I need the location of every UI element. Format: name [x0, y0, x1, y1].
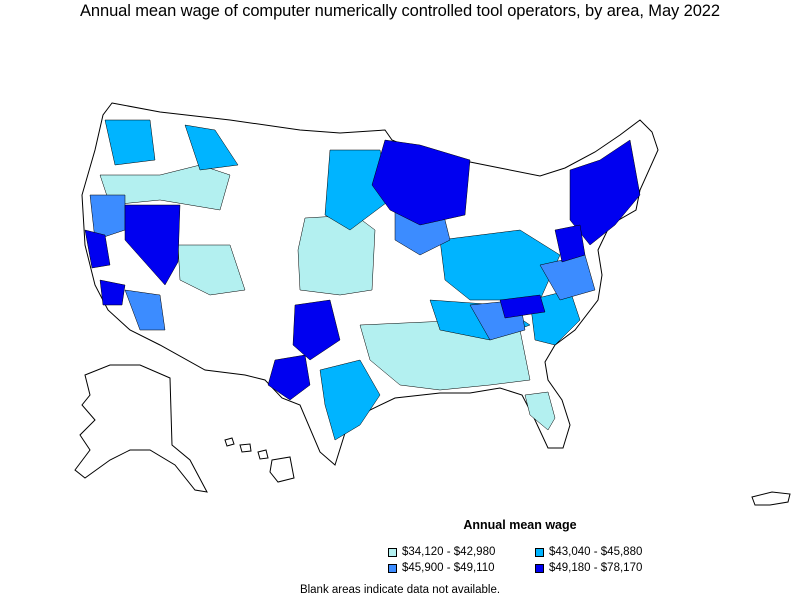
hawaii-islands	[224, 437, 295, 483]
alaska-outline	[74, 364, 208, 493]
legend-label-3: $45,900 - $49,110	[402, 562, 495, 574]
area-kansas	[297, 214, 376, 296]
legend-label-1: $34,120 - $42,980	[402, 546, 496, 558]
legend-item-2: $43,040 - $45,880	[535, 546, 642, 558]
area-midwest-medium	[324, 149, 391, 231]
legend-item-4: $49,180 - $78,170	[535, 562, 642, 574]
area-california-bay	[84, 229, 111, 269]
area-west-texas	[267, 354, 311, 401]
legend-swatch-4	[535, 563, 544, 573]
footnote: Blank areas indicate data not available.	[299, 584, 501, 596]
legend-item-1: $34,120 - $42,980	[388, 546, 495, 558]
legend-label-2: $43,040 - $45,880	[549, 546, 643, 558]
area-florida-light	[524, 391, 556, 431]
legend-swatch-2	[535, 547, 544, 557]
legend-title: Annual mean wage	[463, 518, 577, 532]
legend-swatch-3	[388, 563, 397, 573]
area-tennessee	[499, 294, 546, 319]
area-upper-midwest	[371, 139, 471, 226]
legend-item-3: $45,900 - $49,110	[388, 562, 495, 574]
area-utah-colorado	[177, 244, 246, 296]
area-nevada	[124, 204, 181, 286]
area-north-idaho	[184, 124, 239, 171]
area-mid-atlantic	[554, 224, 586, 263]
legend-label-4: $49,180 - $78,170	[549, 562, 643, 574]
area-texas-panhandle	[292, 299, 341, 361]
legend-swatch-1	[388, 547, 397, 557]
puerto-rico-outline	[751, 491, 791, 506]
map-title: Annual mean wage of computer numerically…	[80, 2, 720, 20]
area-arizona	[124, 289, 166, 331]
area-northeast	[569, 139, 641, 246]
wage-areas	[84, 119, 641, 441]
area-washington	[104, 119, 156, 166]
area-southern-california	[99, 279, 126, 306]
area-east-texas	[319, 359, 381, 441]
